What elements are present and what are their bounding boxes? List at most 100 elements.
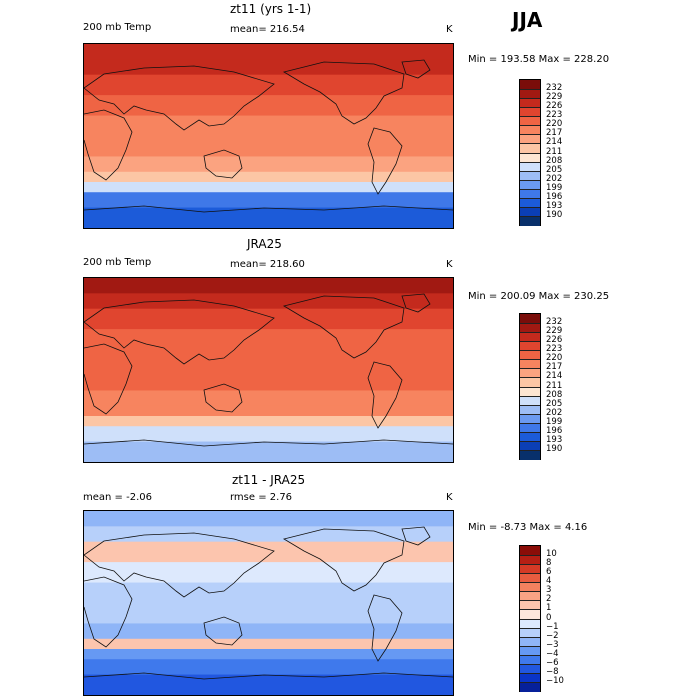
colorbar-tick-label: 208	[546, 389, 563, 400]
map-panel	[83, 510, 454, 696]
colorbar-swatch	[520, 404, 540, 415]
colorbar-swatch	[520, 627, 540, 638]
heatmap-band	[84, 192, 453, 209]
heatmap-band	[84, 582, 453, 604]
colorbar-swatch	[520, 350, 540, 360]
colorbar-tick-label: −2	[546, 630, 559, 641]
variable-label: 200 mb Temp	[83, 22, 152, 33]
continent-outline	[282, 528, 405, 592]
heatmap-band	[84, 156, 453, 173]
colorbar-swatch	[520, 152, 540, 163]
continent-outline	[84, 439, 453, 447]
heatmap-band	[84, 182, 453, 193]
colorbar-swatch	[520, 413, 540, 424]
continent-outline	[401, 526, 431, 546]
heatmap-band	[84, 207, 453, 228]
colorbar-tick-label: 226	[546, 335, 563, 346]
continent-outline	[84, 343, 133, 415]
colorbar-swatch	[520, 341, 540, 351]
continent-outline	[401, 59, 431, 79]
colorbar-swatch	[520, 573, 540, 583]
colorbar-tick-label: 196	[546, 191, 563, 202]
colorbar-swatch	[520, 143, 540, 153]
colorbar-tick-label: 205	[546, 164, 563, 175]
colorbar-tick-label: 211	[546, 146, 563, 157]
heatmap-band	[84, 136, 453, 157]
heatmap-band	[84, 541, 453, 563]
colorbar-tick-label: 220	[546, 353, 563, 364]
colorbar-swatch	[520, 179, 540, 190]
stat-left: mean = -2.06	[83, 492, 152, 503]
stat-center: mean= 216.54	[230, 24, 305, 35]
colorbar-tick-label: −3	[546, 639, 559, 650]
season-label: JJA	[512, 8, 543, 32]
colorbar-swatch	[520, 582, 540, 592]
heatmap-band	[84, 370, 453, 391]
heatmap-band	[84, 562, 453, 584]
colorbar-tick-label: 229	[546, 92, 563, 103]
colorbar-swatch	[520, 591, 540, 601]
colorbar-swatch	[520, 107, 540, 117]
colorbar-swatch	[520, 161, 540, 172]
colorbar: 232 229 226 223 220 217 214 211 208 205 202 199 196 1…	[519, 313, 562, 460]
heatmap-band	[84, 278, 453, 294]
colorbar-swatch	[520, 681, 540, 692]
colorbar-swatch	[520, 314, 540, 324]
colorbar-tick-label: 199	[546, 182, 563, 193]
heatmap-band	[84, 115, 453, 137]
colorbar-swatch	[520, 431, 540, 442]
units-label: K	[446, 492, 453, 503]
stat-center: mean= 218.60	[230, 259, 305, 270]
colorbar-swatch	[520, 332, 540, 342]
colorbar-swatch	[520, 89, 540, 99]
colorbar-tick-label: 199	[546, 416, 563, 427]
colorbar-tick-label: 196	[546, 425, 563, 436]
colorbar-swatch	[520, 663, 540, 674]
colorbar-tick-label: 8	[546, 558, 552, 569]
colorbar-tick-label: 205	[546, 398, 563, 409]
colorbar-swatch	[520, 188, 540, 199]
colorbar-tick-label: 232	[546, 317, 563, 328]
minmax-label: Min = 193.58 Max = 228.20	[468, 54, 610, 65]
heatmap-band	[84, 405, 453, 417]
heatmap-band	[84, 441, 453, 462]
heatmap-band	[84, 171, 453, 183]
continent-outline	[282, 295, 405, 359]
colorbar-swatch	[520, 618, 540, 629]
heatmap-band	[84, 623, 453, 640]
colorbar-tick-label: 3	[546, 585, 552, 596]
colorbar-swatch	[520, 377, 540, 387]
colorbar-tick-label: 193	[546, 434, 563, 445]
heatmap-band	[84, 638, 453, 650]
continent-outline	[84, 576, 133, 648]
colorbar-tick-label: 202	[546, 407, 563, 418]
colorbar-tick-label: 214	[546, 137, 563, 148]
colorbar-tick-label: 6	[546, 567, 552, 578]
colorbar-tick-label: 190	[546, 209, 563, 220]
panel-title: zt11 - JRA25	[232, 473, 306, 487]
colorbar-swatch	[520, 170, 540, 181]
colorbar-tick-label: −4	[546, 648, 559, 659]
colorbar-tick-label: −8	[546, 666, 559, 677]
stat-center: rmse = 2.76	[230, 492, 293, 503]
colorbar-swatch	[520, 98, 540, 108]
colorbar-tick-label: 229	[546, 326, 563, 337]
heatmap-band	[84, 416, 453, 427]
colorbar-swatch	[520, 323, 540, 333]
map-panel	[83, 43, 454, 229]
colorbar-swatch	[520, 636, 540, 647]
colorbar-swatch	[520, 422, 540, 433]
colorbar-swatch	[520, 359, 540, 369]
heatmap	[84, 511, 453, 695]
heatmap	[84, 278, 453, 462]
continent-outline	[367, 127, 403, 195]
panel-title: JRA25	[247, 237, 282, 251]
colorbar-swatch	[520, 386, 540, 397]
continent-outline	[401, 293, 431, 313]
colorbar-tick-label: 211	[546, 380, 563, 391]
continent-outline	[84, 672, 453, 680]
continent-outline	[84, 65, 275, 131]
colorbar-swatch	[520, 645, 540, 656]
colorbar-swatch	[520, 546, 540, 556]
colorbar-tick-label: 220	[546, 119, 563, 130]
